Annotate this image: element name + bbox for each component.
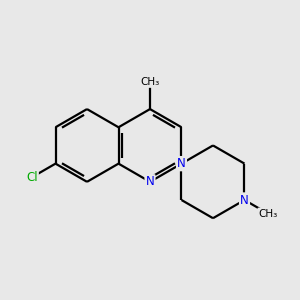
Text: N: N <box>177 157 186 170</box>
Text: N: N <box>240 194 249 206</box>
Text: CH₃: CH₃ <box>140 77 160 87</box>
Text: CH₃: CH₃ <box>259 209 278 219</box>
Text: Cl: Cl <box>26 171 38 184</box>
Text: N: N <box>146 175 154 188</box>
